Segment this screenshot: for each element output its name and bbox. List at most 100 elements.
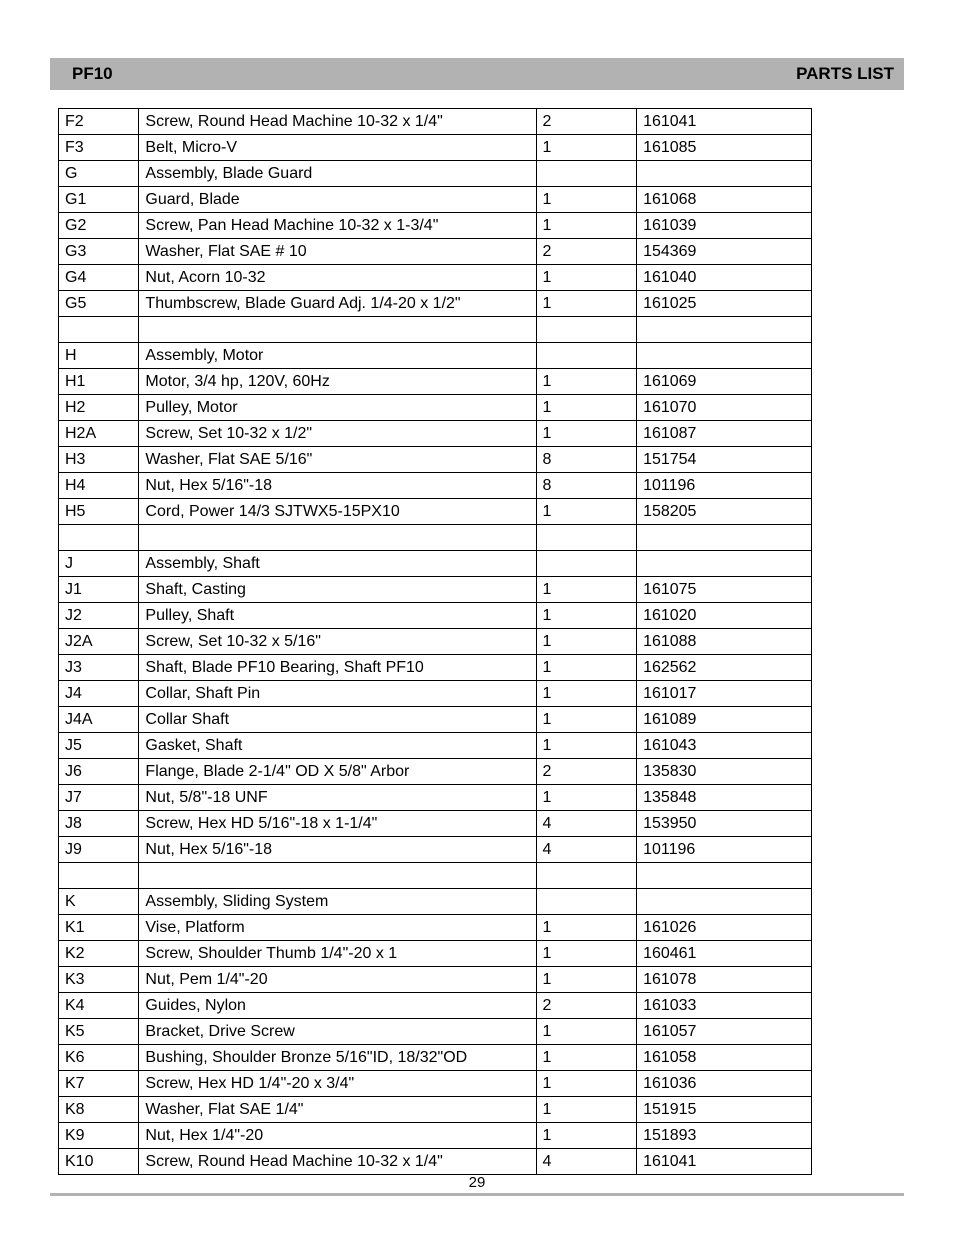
cell-description: Screw, Set 10-32 x 5/16": [139, 629, 536, 655]
cell-partnum: 161040: [637, 265, 812, 291]
cell-partnum: 161020: [637, 603, 812, 629]
cell-qty: 4: [536, 811, 637, 837]
table-row: HAssembly, Motor: [59, 343, 812, 369]
cell-qty: 1: [536, 785, 637, 811]
cell-partnum: 151893: [637, 1123, 812, 1149]
cell-partnum: [637, 317, 812, 343]
cell-description: Screw, Set 10-32 x 1/2": [139, 421, 536, 447]
cell-qty: 1: [536, 655, 637, 681]
cell-qty: 1: [536, 395, 637, 421]
table-row: J1Shaft, Casting1161075: [59, 577, 812, 603]
cell-ref: G2: [59, 213, 139, 239]
cell-ref: G: [59, 161, 139, 187]
cell-partnum: 151754: [637, 447, 812, 473]
cell-qty: 8: [536, 473, 637, 499]
cell-description: Nut, Acorn 10-32: [139, 265, 536, 291]
cell-partnum: 161085: [637, 135, 812, 161]
cell-qty: [536, 343, 637, 369]
table-row: GAssembly, Blade Guard: [59, 161, 812, 187]
cell-description: Collar Shaft: [139, 707, 536, 733]
cell-ref: H1: [59, 369, 139, 395]
cell-partnum: [637, 551, 812, 577]
cell-ref: G1: [59, 187, 139, 213]
cell-description: Vise, Platform: [139, 915, 536, 941]
cell-qty: 1: [536, 577, 637, 603]
cell-partnum: 158205: [637, 499, 812, 525]
cell-ref: J9: [59, 837, 139, 863]
cell-description: Collar, Shaft Pin: [139, 681, 536, 707]
cell-description: Thumbscrew, Blade Guard Adj. 1/4-20 x 1/…: [139, 291, 536, 317]
cell-qty: [536, 863, 637, 889]
cell-partnum: 135848: [637, 785, 812, 811]
cell-ref: H2A: [59, 421, 139, 447]
cell-qty: [536, 889, 637, 915]
cell-ref: H: [59, 343, 139, 369]
cell-qty: 1: [536, 681, 637, 707]
parts-table-body: F2Screw, Round Head Machine 10-32 x 1/4"…: [59, 109, 812, 1175]
cell-description: Bushing, Shoulder Bronze 5/16"ID, 18/32"…: [139, 1045, 536, 1071]
cell-description: Screw, Hex HD 5/16"-18 x 1-1/4": [139, 811, 536, 837]
table-row: K8Washer, Flat SAE 1/4"1151915: [59, 1097, 812, 1123]
cell-qty: 1: [536, 187, 637, 213]
cell-ref: [59, 525, 139, 551]
table-row: H5Cord, Power 14/3 SJTWX5-15PX101158205: [59, 499, 812, 525]
cell-ref: K6: [59, 1045, 139, 1071]
cell-partnum: 161041: [637, 109, 812, 135]
cell-description: Shaft, Blade PF10 Bearing, Shaft PF10: [139, 655, 536, 681]
parts-table: F2Screw, Round Head Machine 10-32 x 1/4"…: [58, 108, 812, 1175]
cell-ref: K5: [59, 1019, 139, 1045]
cell-description: Pulley, Shaft: [139, 603, 536, 629]
cell-partnum: [637, 525, 812, 551]
cell-description: Assembly, Sliding System: [139, 889, 536, 915]
cell-ref: [59, 317, 139, 343]
cell-ref: F3: [59, 135, 139, 161]
cell-ref: G4: [59, 265, 139, 291]
cell-qty: 1: [536, 213, 637, 239]
cell-ref: K1: [59, 915, 139, 941]
cell-ref: J2: [59, 603, 139, 629]
cell-ref: J6: [59, 759, 139, 785]
cell-qty: 1: [536, 941, 637, 967]
cell-description: [139, 863, 536, 889]
cell-qty: 1: [536, 1045, 637, 1071]
cell-partnum: [637, 863, 812, 889]
cell-partnum: 160461: [637, 941, 812, 967]
cell-partnum: 161025: [637, 291, 812, 317]
cell-description: Flange, Blade 2-1/4" OD X 5/8" Arbor: [139, 759, 536, 785]
table-row: H3Washer, Flat SAE 5/16"8151754: [59, 447, 812, 473]
table-row: G5Thumbscrew, Blade Guard Adj. 1/4-20 x …: [59, 291, 812, 317]
cell-partnum: 161036: [637, 1071, 812, 1097]
cell-description: Washer, Flat SAE 5/16": [139, 447, 536, 473]
cell-qty: 1: [536, 603, 637, 629]
cell-description: [139, 317, 536, 343]
table-row: H2Pulley, Motor1161070: [59, 395, 812, 421]
cell-ref: H5: [59, 499, 139, 525]
cell-partnum: 161088: [637, 629, 812, 655]
cell-partnum: 153950: [637, 811, 812, 837]
page-container: PF10 PARTS LIST F2Screw, Round Head Mach…: [0, 0, 954, 1216]
table-row: J2Pulley, Shaft1161020: [59, 603, 812, 629]
cell-qty: 1: [536, 1097, 637, 1123]
header-bar: PF10 PARTS LIST: [50, 58, 904, 90]
table-row: J2AScrew, Set 10-32 x 5/16"1161088: [59, 629, 812, 655]
cell-partnum: 161041: [637, 1149, 812, 1175]
cell-qty: 2: [536, 993, 637, 1019]
header-model: PF10: [72, 64, 113, 84]
cell-partnum: 162562: [637, 655, 812, 681]
cell-partnum: 161069: [637, 369, 812, 395]
cell-partnum: 161070: [637, 395, 812, 421]
table-row: J4Collar, Shaft Pin1161017: [59, 681, 812, 707]
cell-qty: 1: [536, 1019, 637, 1045]
table-row: G4Nut, Acorn 10-321161040: [59, 265, 812, 291]
cell-partnum: 161017: [637, 681, 812, 707]
cell-description: Nut, Pem 1/4"-20: [139, 967, 536, 993]
page-number: 29: [50, 1174, 904, 1191]
cell-ref: J7: [59, 785, 139, 811]
cell-partnum: 101196: [637, 837, 812, 863]
cell-description: Nut, Hex 5/16"-18: [139, 473, 536, 499]
cell-partnum: 161089: [637, 707, 812, 733]
cell-ref: H3: [59, 447, 139, 473]
cell-ref: J3: [59, 655, 139, 681]
cell-partnum: [637, 889, 812, 915]
cell-qty: 1: [536, 499, 637, 525]
